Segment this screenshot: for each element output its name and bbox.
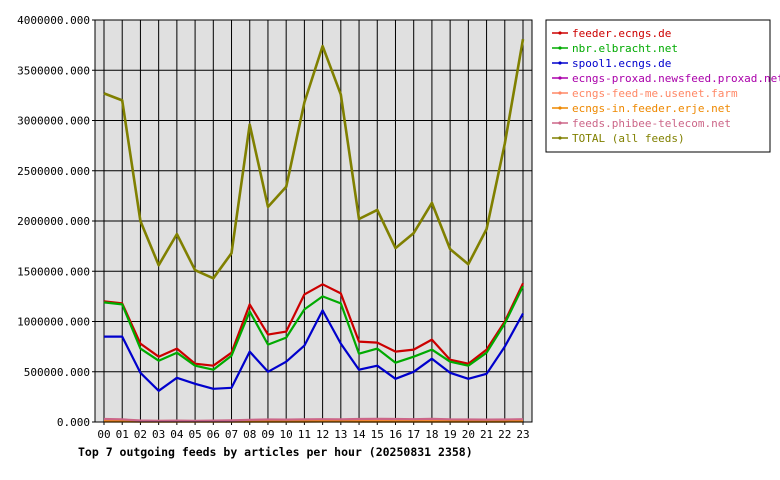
plot-frame bbox=[94, 19, 533, 423]
x-tick-label: 13 bbox=[334, 428, 347, 441]
x-tick-label: 10 bbox=[280, 428, 293, 441]
legend-label: feeds.phibee-telecom.net bbox=[572, 117, 731, 130]
x-tick-label: 23 bbox=[516, 428, 529, 441]
x-tick-label: 01 bbox=[116, 428, 129, 441]
x-tick-label: 07 bbox=[225, 428, 238, 441]
legend-label: nbr.elbracht.net bbox=[572, 42, 678, 55]
legend-marker bbox=[558, 91, 562, 95]
legend-marker bbox=[558, 31, 562, 35]
y-tick-label: 2500000.000 bbox=[17, 165, 90, 178]
x-tick-label: 04 bbox=[170, 428, 184, 441]
legend-label: ecngs-feed-me.usenet.farm bbox=[572, 87, 738, 100]
legend: feeder.ecngs.de nbr.elbracht.net spool1.ec… bbox=[545, 19, 780, 153]
legend-label: spool1.ecngs.de bbox=[572, 57, 671, 70]
x-tick-label: 21 bbox=[480, 428, 493, 441]
x-tick-label: 02 bbox=[134, 428, 147, 441]
x-tick-label: 15 bbox=[371, 428, 384, 441]
chart-title: Top 7 outgoing feeds by articles per hou… bbox=[78, 445, 473, 459]
legend-marker bbox=[558, 46, 562, 50]
x-tick-label: 09 bbox=[261, 428, 274, 441]
x-tick-label: 06 bbox=[207, 428, 220, 441]
x-tick-label: 08 bbox=[243, 428, 256, 441]
x-axis-ticks: 00 01 02 03 04 05 06 07 08 09 10 11 12 13 14 15 16 17 18 19… bbox=[97, 422, 530, 441]
x-tick-label: 16 bbox=[389, 428, 402, 441]
legend-label: feeder.ecngs.de bbox=[572, 27, 671, 40]
series-line-7 bbox=[103, 38, 525, 280]
y-tick-label: 4000000.000 bbox=[17, 14, 90, 27]
y-tick-label: 3000000.000 bbox=[17, 115, 90, 128]
x-tick-label: 17 bbox=[407, 428, 420, 441]
x-tick-label: 12 bbox=[316, 428, 329, 441]
legend-label: ecngs-proxad.newsfeed.proxad.net bbox=[572, 72, 780, 85]
legend-box bbox=[545, 19, 771, 153]
x-tick-label: 18 bbox=[425, 428, 438, 441]
y-tick-label: 0.000 bbox=[57, 416, 90, 429]
legend-marker bbox=[558, 121, 562, 125]
legend-label: TOTAL (all feeds) bbox=[572, 132, 685, 145]
series-line-6 bbox=[103, 417, 524, 422]
y-tick-label: 2000000.000 bbox=[17, 215, 90, 228]
y-axis-ticks: 0.000 500000.000 1000000.000 1500000.000 200… bbox=[17, 14, 95, 429]
x-tick-label: 19 bbox=[444, 428, 457, 441]
series-line-1 bbox=[103, 285, 524, 371]
series-line-0 bbox=[103, 282, 524, 367]
x-tick-label: 22 bbox=[498, 428, 511, 441]
legend-marker bbox=[558, 106, 562, 110]
x-tick-label: 14 bbox=[352, 428, 366, 441]
legend-marker bbox=[558, 61, 562, 65]
legend-marker bbox=[558, 76, 562, 80]
x-tick-label: 05 bbox=[188, 428, 201, 441]
series-line-2 bbox=[104, 309, 524, 392]
y-tick-label: 1000000.000 bbox=[17, 316, 90, 329]
x-tick-label: 20 bbox=[462, 428, 475, 441]
y-tick-label: 500000.000 bbox=[24, 366, 90, 379]
x-tick-label: 00 bbox=[97, 428, 110, 441]
y-tick-label: 1500000.000 bbox=[17, 265, 90, 278]
x-tick-label: 11 bbox=[298, 428, 311, 441]
x-tick-label: 03 bbox=[152, 428, 165, 441]
y-tick-label: 3500000.000 bbox=[17, 64, 90, 77]
legend-marker bbox=[558, 136, 562, 140]
legend-label: ecngs-in.feeder.erje.net bbox=[572, 102, 731, 115]
